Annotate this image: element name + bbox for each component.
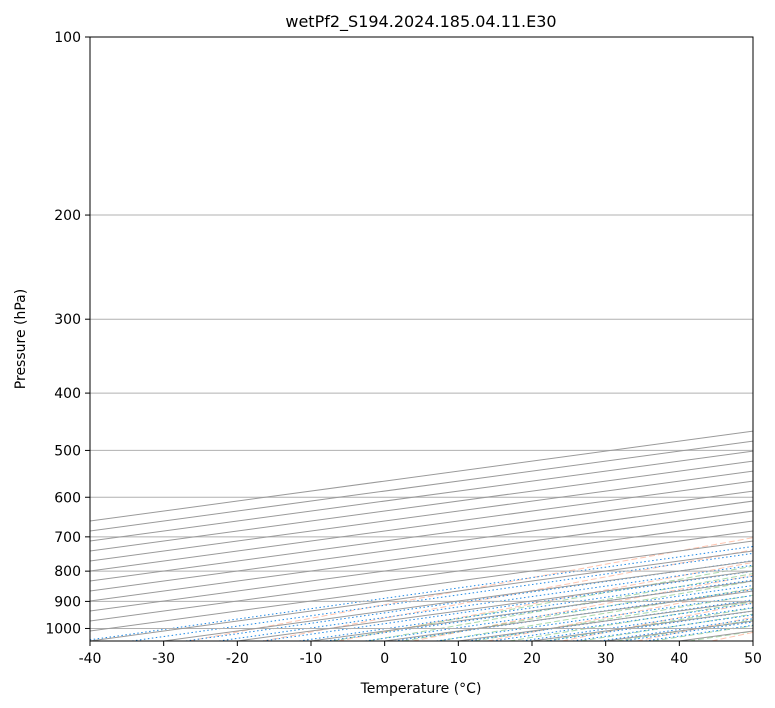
isotherm-line: [90, 530, 753, 622]
mixing-ratio-line: [436, 594, 753, 641]
y-tick-label: 800: [54, 564, 81, 580]
chart-title: wetPf2_S194.2024.185.04.11.E30: [285, 12, 556, 32]
y-tick-label: 900: [54, 594, 81, 610]
moist-adiabat: [367, 573, 753, 641]
y-tick-label: 300: [54, 312, 81, 328]
grid-layer: [90, 37, 753, 641]
dry-adiabat: [487, 588, 753, 641]
x-tick-label: -40: [79, 651, 102, 667]
y-tick-label: 400: [54, 386, 81, 402]
isotherm-line: [90, 490, 753, 582]
x-tick-label: 30: [597, 651, 615, 667]
x-tick-label: -20: [226, 651, 249, 667]
plot-frame: [89, 36, 754, 642]
axes: -40 -30 -20 -10 0 10 20 30 40 50 100 200 300 400 500 60…: [45, 30, 762, 667]
dry-adiabat: [263, 549, 753, 641]
x-tick-label: -30: [152, 651, 175, 667]
y-tick-label: 500: [54, 443, 81, 459]
y-tick-label: 100: [54, 30, 81, 46]
y-tick-label: 1000: [45, 621, 81, 637]
mixing-ratio-line: [90, 545, 753, 641]
x-tick-label: 10: [449, 651, 467, 667]
x-tick-label: 20: [523, 651, 541, 667]
isotherm-line: [90, 510, 753, 602]
isotherm-line: [90, 470, 753, 562]
x-tick-label: 40: [670, 651, 688, 667]
plot-background: [90, 37, 753, 641]
isotherm-line: [90, 460, 753, 552]
x-tick-label: -10: [300, 651, 323, 667]
isotherm-line: [90, 500, 753, 592]
isotherm-line: [90, 520, 753, 612]
y-axis-title: Pressure (hPa): [13, 289, 29, 389]
y-tick-label: 600: [54, 490, 81, 506]
x-axis-title: Temperature (°C): [360, 681, 482, 697]
x-tick-label: 50: [744, 651, 762, 667]
dry-adiabat: [188, 537, 753, 641]
isotherm-line: [752, 640, 753, 641]
y-tick-label: 700: [54, 530, 81, 546]
x-tick-label: 0: [380, 651, 389, 667]
y-tick-label: 200: [54, 208, 81, 224]
dry-adiabat: [412, 574, 753, 641]
mixing-ratio-line: [492, 602, 753, 641]
isotherm-line: [90, 480, 753, 572]
moist-adiabat: [438, 587, 753, 641]
isotherm-line: [90, 450, 753, 542]
